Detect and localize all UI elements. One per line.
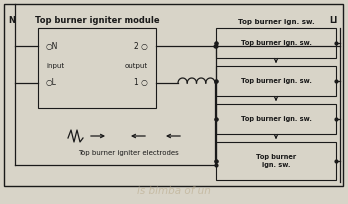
Text: Top burner
ign. sw.: Top burner ign. sw.: [256, 154, 296, 167]
Bar: [216, 104, 336, 134]
Text: Top burner igniter electrodes: Top burner igniter electrodes: [78, 150, 179, 156]
Text: is bimba of un: is bimba of un: [137, 186, 211, 196]
Text: ○L: ○L: [46, 79, 57, 88]
Bar: [216, 66, 336, 96]
Text: N: N: [8, 16, 15, 25]
Text: Top burner ign. sw.: Top burner ign. sw.: [240, 116, 311, 122]
Text: ○N: ○N: [46, 41, 58, 51]
Bar: [4, 4, 343, 186]
Text: 1 ○: 1 ○: [134, 79, 148, 88]
Text: Top burner ign. sw.: Top burner ign. sw.: [240, 40, 311, 46]
Text: output: output: [125, 63, 148, 69]
Text: Top burner ign. sw.: Top burner ign. sw.: [238, 19, 314, 25]
Bar: [38, 28, 156, 108]
Text: Top burner igniter module: Top burner igniter module: [35, 16, 159, 25]
Bar: [216, 142, 336, 180]
Bar: [216, 28, 336, 58]
Text: Top burner ign. sw.: Top burner ign. sw.: [240, 78, 311, 84]
Text: LI: LI: [329, 16, 337, 25]
Text: input: input: [46, 63, 64, 69]
Text: 2 ○: 2 ○: [134, 41, 148, 51]
